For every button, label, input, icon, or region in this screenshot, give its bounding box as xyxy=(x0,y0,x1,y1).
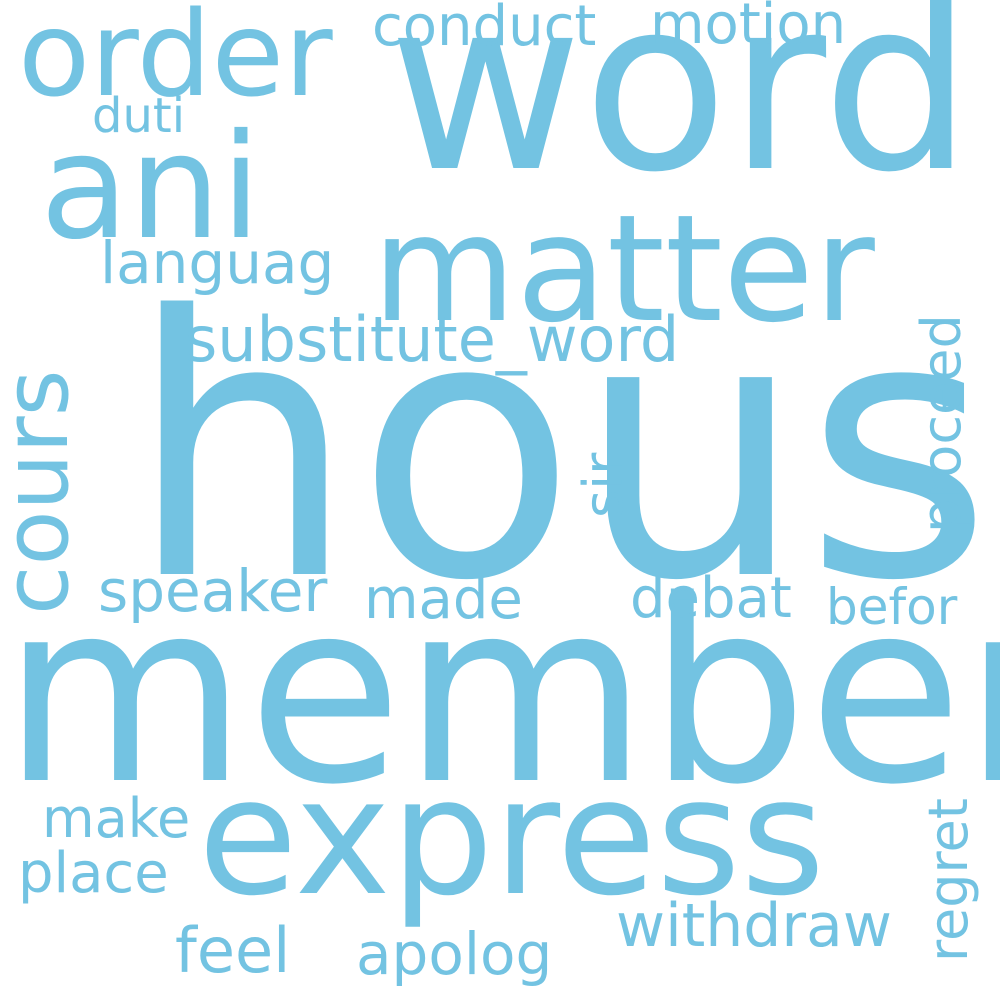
word-languag: languag xyxy=(100,229,335,297)
word-debat: debat xyxy=(630,566,792,631)
word-word: word xyxy=(388,0,974,225)
word-express: express xyxy=(198,744,826,932)
word-conduct: conduct xyxy=(372,0,597,59)
word-order: order xyxy=(18,0,333,123)
word-place: place xyxy=(18,841,169,906)
word-duti: duti xyxy=(92,88,186,144)
word-ani: ani xyxy=(40,103,262,272)
word-motion: motion xyxy=(650,0,847,57)
word-feel: feel xyxy=(175,914,291,987)
word-member: member xyxy=(2,547,1000,840)
word-cours: cours xyxy=(0,369,89,615)
word-speaker: speaker xyxy=(98,557,328,625)
word-make: make xyxy=(42,787,191,850)
word-proceed: proceed xyxy=(910,314,973,533)
word-withdraw: withdraw xyxy=(616,891,892,961)
word-substitute-word: substitute_word xyxy=(185,303,680,376)
word-made: made xyxy=(364,567,523,632)
word-matter: matter xyxy=(372,183,875,355)
word-apolog: apolog xyxy=(356,920,553,988)
word-befor: befor xyxy=(826,578,958,636)
word-sir: sir xyxy=(572,452,635,518)
word-regret: regret xyxy=(917,798,980,962)
word-hous: hous xyxy=(128,240,993,659)
